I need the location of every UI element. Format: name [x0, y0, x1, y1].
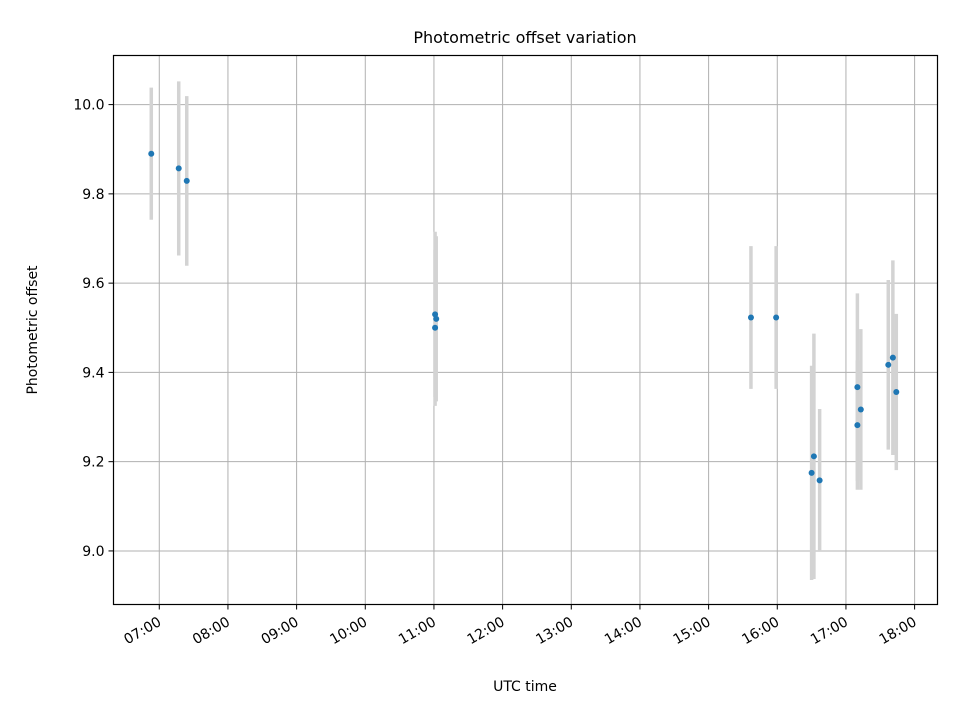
data-point	[893, 389, 900, 396]
y-tick-label: 9.4	[82, 365, 104, 381]
y-tick-label: 9.8	[82, 187, 104, 203]
data-point	[816, 477, 823, 484]
chart-title: Photometric offset variation	[413, 28, 636, 47]
data-point	[885, 361, 892, 368]
data-point	[810, 453, 817, 460]
data-point	[773, 314, 780, 321]
data-point	[183, 177, 190, 184]
data-point	[857, 406, 864, 413]
plot-frame	[112, 54, 939, 606]
grid-lines	[113, 55, 938, 605]
data-point	[148, 150, 155, 157]
data-point	[854, 384, 861, 391]
data-point	[433, 315, 440, 322]
x-axis-label: UTC time	[493, 679, 557, 695]
data-point	[432, 324, 439, 331]
data-point	[175, 165, 182, 172]
data-point	[808, 469, 815, 476]
data-point	[889, 354, 896, 361]
data-points	[148, 150, 900, 484]
y-tick-label: 9.0	[82, 544, 104, 560]
data-point	[854, 422, 861, 429]
data-point	[747, 314, 754, 321]
y-axis-label: Photometric offset	[25, 265, 41, 395]
y-axis-ticks: 9.0 9.2 9.4 9.6 9.8 10.0	[73, 98, 114, 560]
y-tick-label: 9.2	[82, 455, 104, 471]
y-tick-label: 9.6	[82, 276, 104, 292]
y-tick-label: 10.0	[73, 98, 104, 114]
